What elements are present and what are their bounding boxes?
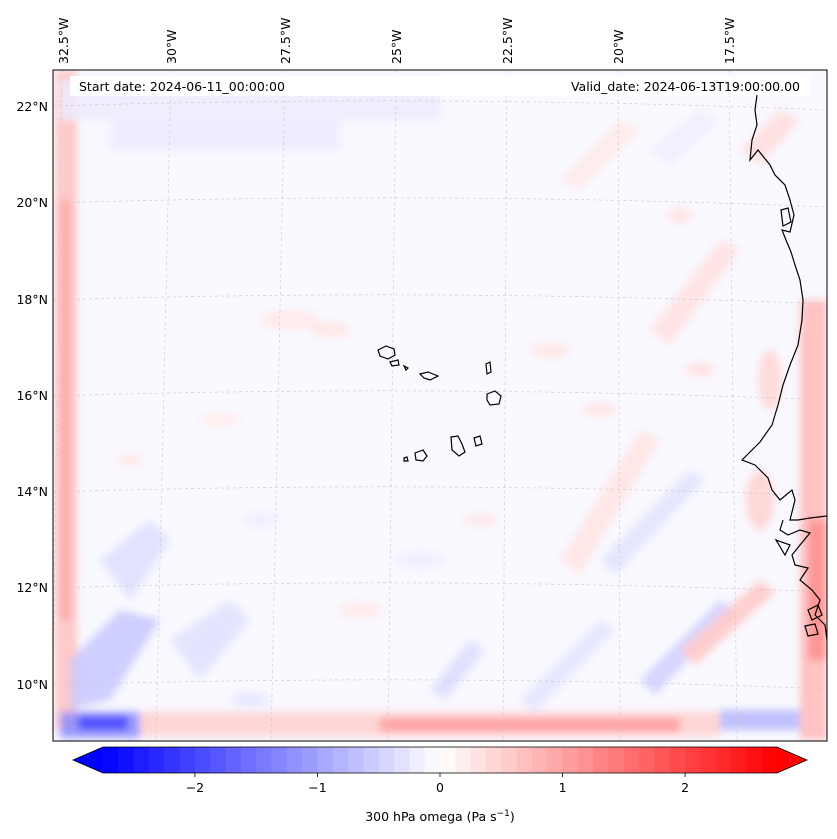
coastline [740, 94, 827, 641]
colorbar-segment [332, 747, 349, 773]
colorbar-segment [654, 747, 671, 773]
colorbar-segment [440, 747, 456, 773]
latitude-labels: 22°N 20°N 18°N 16°N 14°N 12°N 10°N [16, 99, 48, 692]
colorbar-outline [71, 746, 809, 774]
colorbar-segment [608, 747, 625, 773]
colorbar-segment [210, 747, 226, 773]
colorbar-tick-label: −2 [186, 780, 204, 795]
colorbar-segment [286, 747, 303, 773]
colorbar-segment [731, 747, 747, 773]
header-strip [70, 76, 810, 96]
colorbar-segment [669, 747, 686, 773]
colorbar-segment [501, 747, 517, 773]
colorbar-segment [317, 747, 334, 773]
colorbar-segment [363, 747, 380, 773]
colorbar-segment [639, 747, 655, 773]
colorbar-min-extend [73, 747, 103, 773]
colorbar-segment [516, 747, 533, 773]
start-date-text: Start date: 2024-06-11_00:00:00 [79, 79, 285, 94]
colorbar-segment [485, 747, 502, 773]
colorbar-tick-label: −1 [308, 780, 326, 795]
lon-label: 22.5°W [500, 18, 515, 64]
lat-label: 20°N [16, 195, 48, 210]
lon-label: 27.5°W [278, 18, 293, 64]
colorbar-segment [240, 747, 257, 773]
colorbar-segment [623, 747, 640, 773]
lat-label: 22°N [16, 99, 48, 114]
colorbar-tick-label: 2 [681, 780, 689, 795]
colorbar-segment [424, 747, 441, 773]
colorbar-segment [394, 747, 410, 773]
colorbar-segment [164, 747, 180, 773]
colorbar-segment [685, 747, 701, 773]
colorbar-segment [577, 747, 594, 773]
colorbar-segment [547, 747, 563, 773]
colorbar-segment [148, 747, 165, 773]
lon-label: 20°W [611, 29, 626, 64]
lon-label: 17.5°W [722, 18, 737, 64]
colorbar-segment [302, 747, 318, 773]
colorbar-segments [103, 747, 778, 773]
colorbar-segment [271, 747, 288, 773]
colorbar-segment [194, 747, 211, 773]
lat-label: 18°N [16, 292, 48, 307]
colorbar-segment [470, 747, 487, 773]
gridlines [53, 70, 827, 741]
valid-date-text: Valid_date: 2024-06-13T19:00:00.00 [571, 79, 800, 94]
lon-label: 30°W [164, 29, 179, 64]
colorbar-segment [593, 747, 609, 773]
lon-label: 25°W [389, 29, 404, 64]
colorbar-segment [715, 747, 732, 773]
colorbar-segment [256, 747, 272, 773]
colorbar-segment [562, 747, 579, 773]
colorbar-ticks: −2 −1 0 1 2 [186, 773, 689, 795]
colorbar-max-extend [777, 747, 807, 773]
colorbar-tick-label: 0 [436, 780, 444, 795]
colorbar: −2 −1 0 1 2 300 hPa omega (Pa s−1) [71, 746, 809, 824]
colorbar-segment [133, 747, 150, 773]
colorbar-segment [103, 747, 119, 773]
map-frame [52, 69, 828, 742]
lat-label: 14°N [16, 484, 48, 499]
colorbar-segment [746, 747, 763, 773]
longitude-labels: 32.5°W 30°W 27.5°W 25°W 22.5°W 20°W 17.5… [56, 18, 737, 64]
colorbar-segment [118, 747, 135, 773]
colorbar-label: 300 hPa omega (Pa s−1) [365, 809, 515, 824]
colorbar-segment [455, 747, 472, 773]
colorbar-tick-label: 1 [559, 780, 567, 795]
colorbar-segment [225, 747, 242, 773]
colorbar-segment [348, 747, 364, 773]
colorbar-segment [378, 747, 395, 773]
lat-label: 12°N [16, 580, 48, 595]
colorbar-segment [531, 747, 548, 773]
colorbar-segment [179, 747, 196, 773]
cape-verde-islands [377, 345, 502, 462]
colorbar-segment [409, 747, 426, 773]
lat-label: 16°N [16, 388, 48, 403]
colorbar-segment [761, 747, 778, 773]
colorbar-segment [700, 747, 717, 773]
lon-label: 32.5°W [56, 18, 71, 64]
lat-label: 10°N [16, 677, 48, 692]
